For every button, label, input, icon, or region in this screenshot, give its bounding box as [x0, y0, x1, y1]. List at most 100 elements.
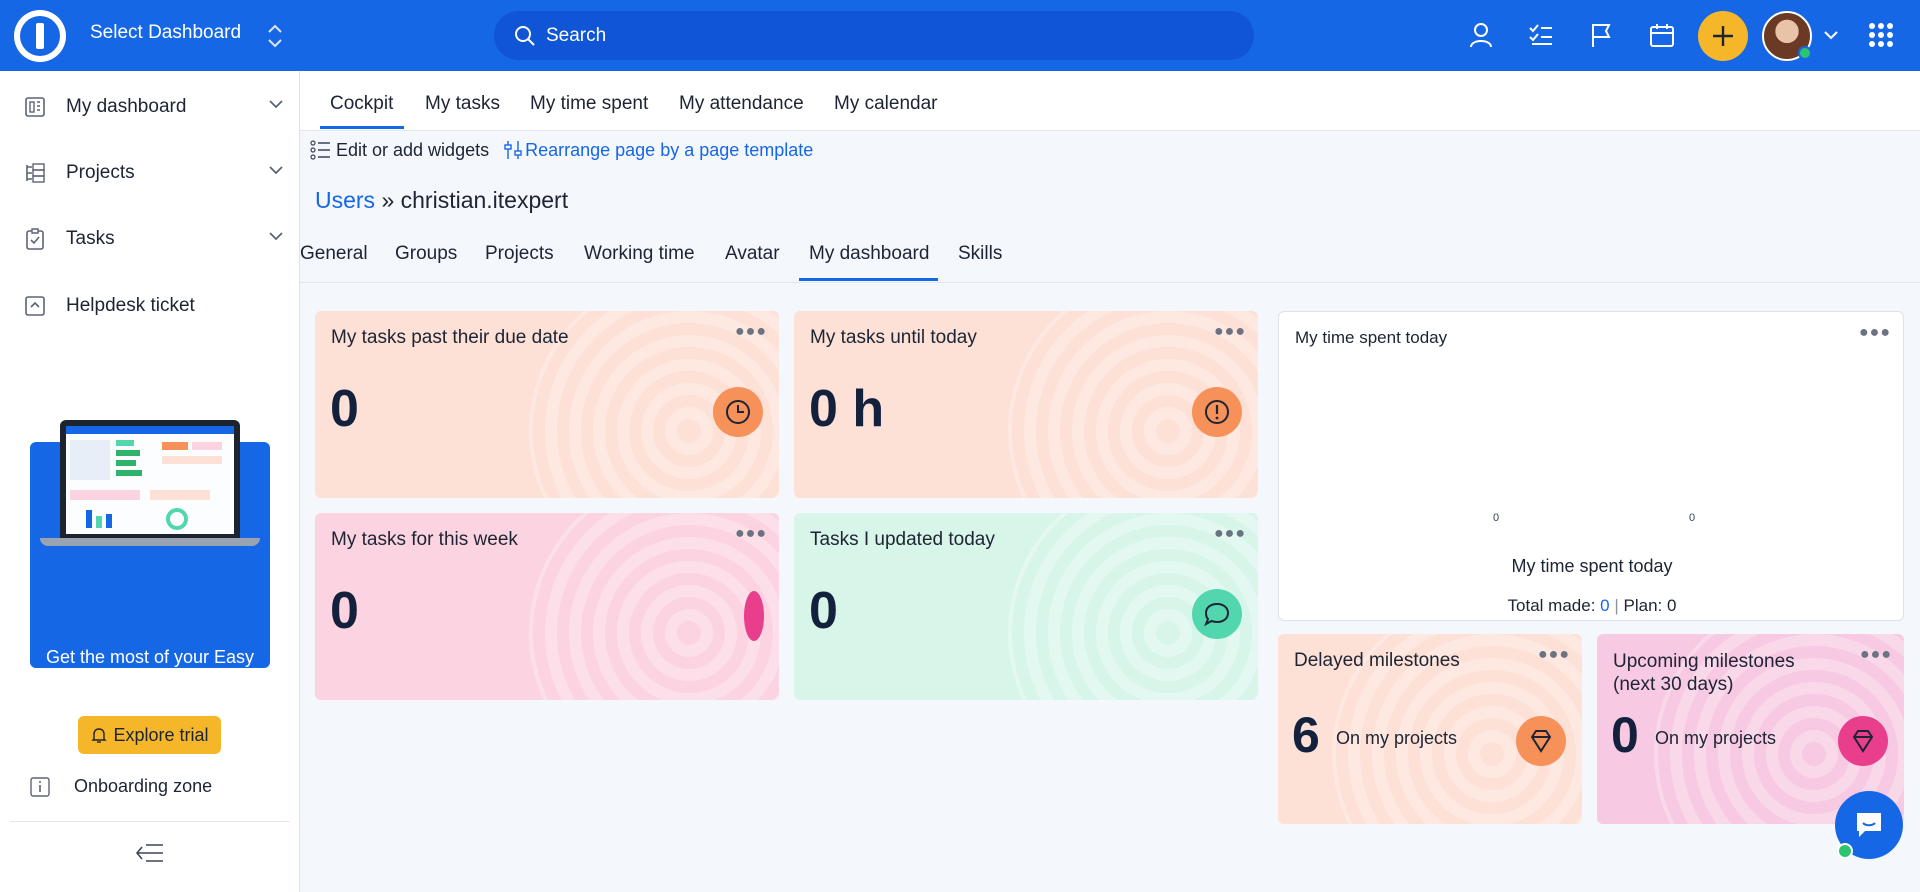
clock-icon [713, 387, 763, 437]
chart-value-label: 0 [1493, 512, 1500, 524]
main-content: Cockpit My tasks My time spent My attend… [300, 71, 1920, 892]
widget-menu-icon[interactable]: ●●● [1214, 323, 1246, 340]
tab-general[interactable]: General [300, 243, 368, 264]
rearrange-page-link[interactable]: Rearrange page by a page template [525, 139, 814, 160]
sidebar-item-my-dashboard[interactable]: My dashboard [0, 82, 300, 132]
tab-my-attendance[interactable]: My attendance [679, 93, 804, 114]
avatar[interactable] [1762, 11, 1812, 61]
tab-cockpit[interactable]: Cockpit [330, 93, 394, 114]
top-tabs: Cockpit My tasks My time spent My attend… [300, 71, 1920, 131]
flag-icon[interactable] [1586, 20, 1616, 50]
collapse-sidebar-icon[interactable] [135, 843, 164, 868]
select-dashboard-button[interactable]: Select Dashboard [90, 22, 242, 43]
sidebar-item-label: My dashboard [66, 96, 187, 117]
dashboard-icon [25, 97, 45, 117]
rearrange-icon [504, 141, 522, 159]
widget-tasks-updated-today: Tasks I updated today ●●● 0 [794, 513, 1258, 700]
widget-title: My tasks until today [810, 327, 977, 348]
widget-title: My time spent today [1295, 328, 1448, 347]
info-icon [30, 776, 50, 797]
explore-trial-label: Explore trial [113, 724, 209, 745]
breadcrumb: Users » christian.itexpert [315, 187, 568, 214]
online-status-dot [1798, 46, 1812, 60]
sidebar-item-helpdesk-ticket[interactable]: Helpdesk ticket [0, 281, 300, 331]
chevron-down-icon[interactable] [1816, 20, 1846, 50]
tab-my-dashboard[interactable]: My dashboard [809, 243, 930, 264]
widget-tasks-until-today: My tasks until today ●●● 0 h [794, 311, 1258, 498]
widget-menu-icon[interactable]: ●●● [1214, 525, 1246, 542]
tasks-icon [26, 228, 44, 250]
chart-caption: My time spent today [1511, 556, 1673, 576]
widget-value: 0 h [809, 380, 885, 438]
sidebar-item-projects[interactable]: Projects [0, 148, 300, 198]
page-title: christian.itexpert [400, 187, 569, 213]
widget-time-spent-today: My time spent today ●●● 0 0 My time spen… [1278, 311, 1904, 621]
tab-working-time[interactable]: Working time [584, 243, 695, 264]
alert-icon [1192, 387, 1242, 437]
sidebar-divider [10, 821, 290, 822]
tab-my-calendar[interactable]: My calendar [834, 93, 938, 114]
select-arrows-icon[interactable] [266, 20, 284, 57]
widget-tasks-past-due: My tasks past their due date ●●● 0 [315, 311, 779, 498]
widget-tasks-this-week: My tasks for this week ●●● 0 [315, 513, 779, 700]
bell-icon [91, 728, 108, 743]
tab-projects[interactable]: Projects [485, 243, 554, 264]
explore-trial-button[interactable]: Explore trial [78, 716, 221, 754]
widget-title: Tasks I updated today [810, 529, 995, 550]
sidebar-item-label: Tasks [66, 228, 115, 249]
tab-my-time-spent[interactable]: My time spent [530, 93, 649, 114]
laptop-illustration [40, 420, 260, 550]
sidebar-item-tasks[interactable]: Tasks [0, 214, 300, 264]
dashboard-tools: Edit or add widgets Rearrange page by a … [310, 139, 813, 161]
widget-value: 0 [1611, 707, 1639, 763]
chevron-down-icon[interactable] [268, 96, 284, 112]
week-indicator-icon [744, 591, 764, 641]
sidebar-item-label: Helpdesk ticket [66, 295, 195, 316]
edit-widgets-link[interactable]: Edit or add widgets [336, 139, 490, 160]
widget-value: 0 [330, 380, 359, 438]
calendar-icon[interactable] [1647, 20, 1677, 50]
widget-value: 0 [809, 582, 838, 640]
widgets-list-icon [310, 140, 330, 160]
active-subtab-indicator [799, 278, 938, 281]
breadcrumb-users-link[interactable]: Users [315, 187, 376, 213]
time-totals: Total made: 0 | Plan: 0 [1507, 596, 1677, 615]
widget-title: Delayed milestones [1294, 650, 1460, 671]
widget-value: 6 [1292, 707, 1320, 763]
chart-value-label: 0 [1689, 512, 1696, 524]
user-icon[interactable] [1466, 20, 1496, 50]
promo-text: Get the most of your Easy Project! [45, 647, 255, 693]
widget-delayed-milestones: Delayed milestones ●●● 6 On my projects [1278, 634, 1582, 824]
widget-menu-icon[interactable]: ●●● [1538, 646, 1570, 663]
tab-my-tasks[interactable]: My tasks [425, 93, 500, 114]
search-placeholder: Search [546, 24, 607, 46]
apps-grid-icon[interactable] [1866, 20, 1896, 50]
tab-avatar[interactable]: Avatar [725, 243, 780, 264]
decorative-rings [529, 513, 779, 700]
user-subtabs: General Groups Projects Working time Ava… [300, 221, 1920, 283]
widget-subtitle: On my projects [1655, 728, 1777, 748]
widget-upcoming-milestones: Upcoming milestones (next 30 days) ●●● 0… [1597, 634, 1904, 824]
widget-menu-icon[interactable]: ●●● [1859, 324, 1891, 341]
widget-menu-icon[interactable]: ●●● [1860, 646, 1892, 663]
comment-icon [1192, 589, 1242, 639]
helpdesk-icon [25, 296, 45, 316]
add-button[interactable] [1698, 11, 1748, 61]
diamond-icon [1838, 716, 1888, 766]
checklist-icon[interactable] [1526, 20, 1556, 50]
onboarding-zone-link[interactable]: Onboarding zone [30, 776, 212, 797]
plus-icon [1713, 26, 1733, 46]
widget-menu-icon[interactable]: ●●● [735, 323, 767, 340]
app-logo[interactable] [14, 10, 66, 62]
total-made-value[interactable]: 0 [1600, 596, 1610, 615]
top-bar: Select Dashboard Search [0, 0, 1920, 71]
search-input[interactable]: Search [494, 11, 1254, 60]
total-made-label: Total made: [1507, 596, 1596, 615]
sidebar-item-label: Projects [66, 162, 135, 183]
chevron-down-icon[interactable] [268, 228, 284, 244]
tab-skills[interactable]: Skills [958, 243, 1003, 264]
widget-menu-icon[interactable]: ●●● [735, 525, 767, 542]
tab-groups[interactable]: Groups [395, 243, 458, 264]
projects-icon [26, 163, 45, 183]
chevron-down-icon[interactable] [268, 162, 284, 178]
